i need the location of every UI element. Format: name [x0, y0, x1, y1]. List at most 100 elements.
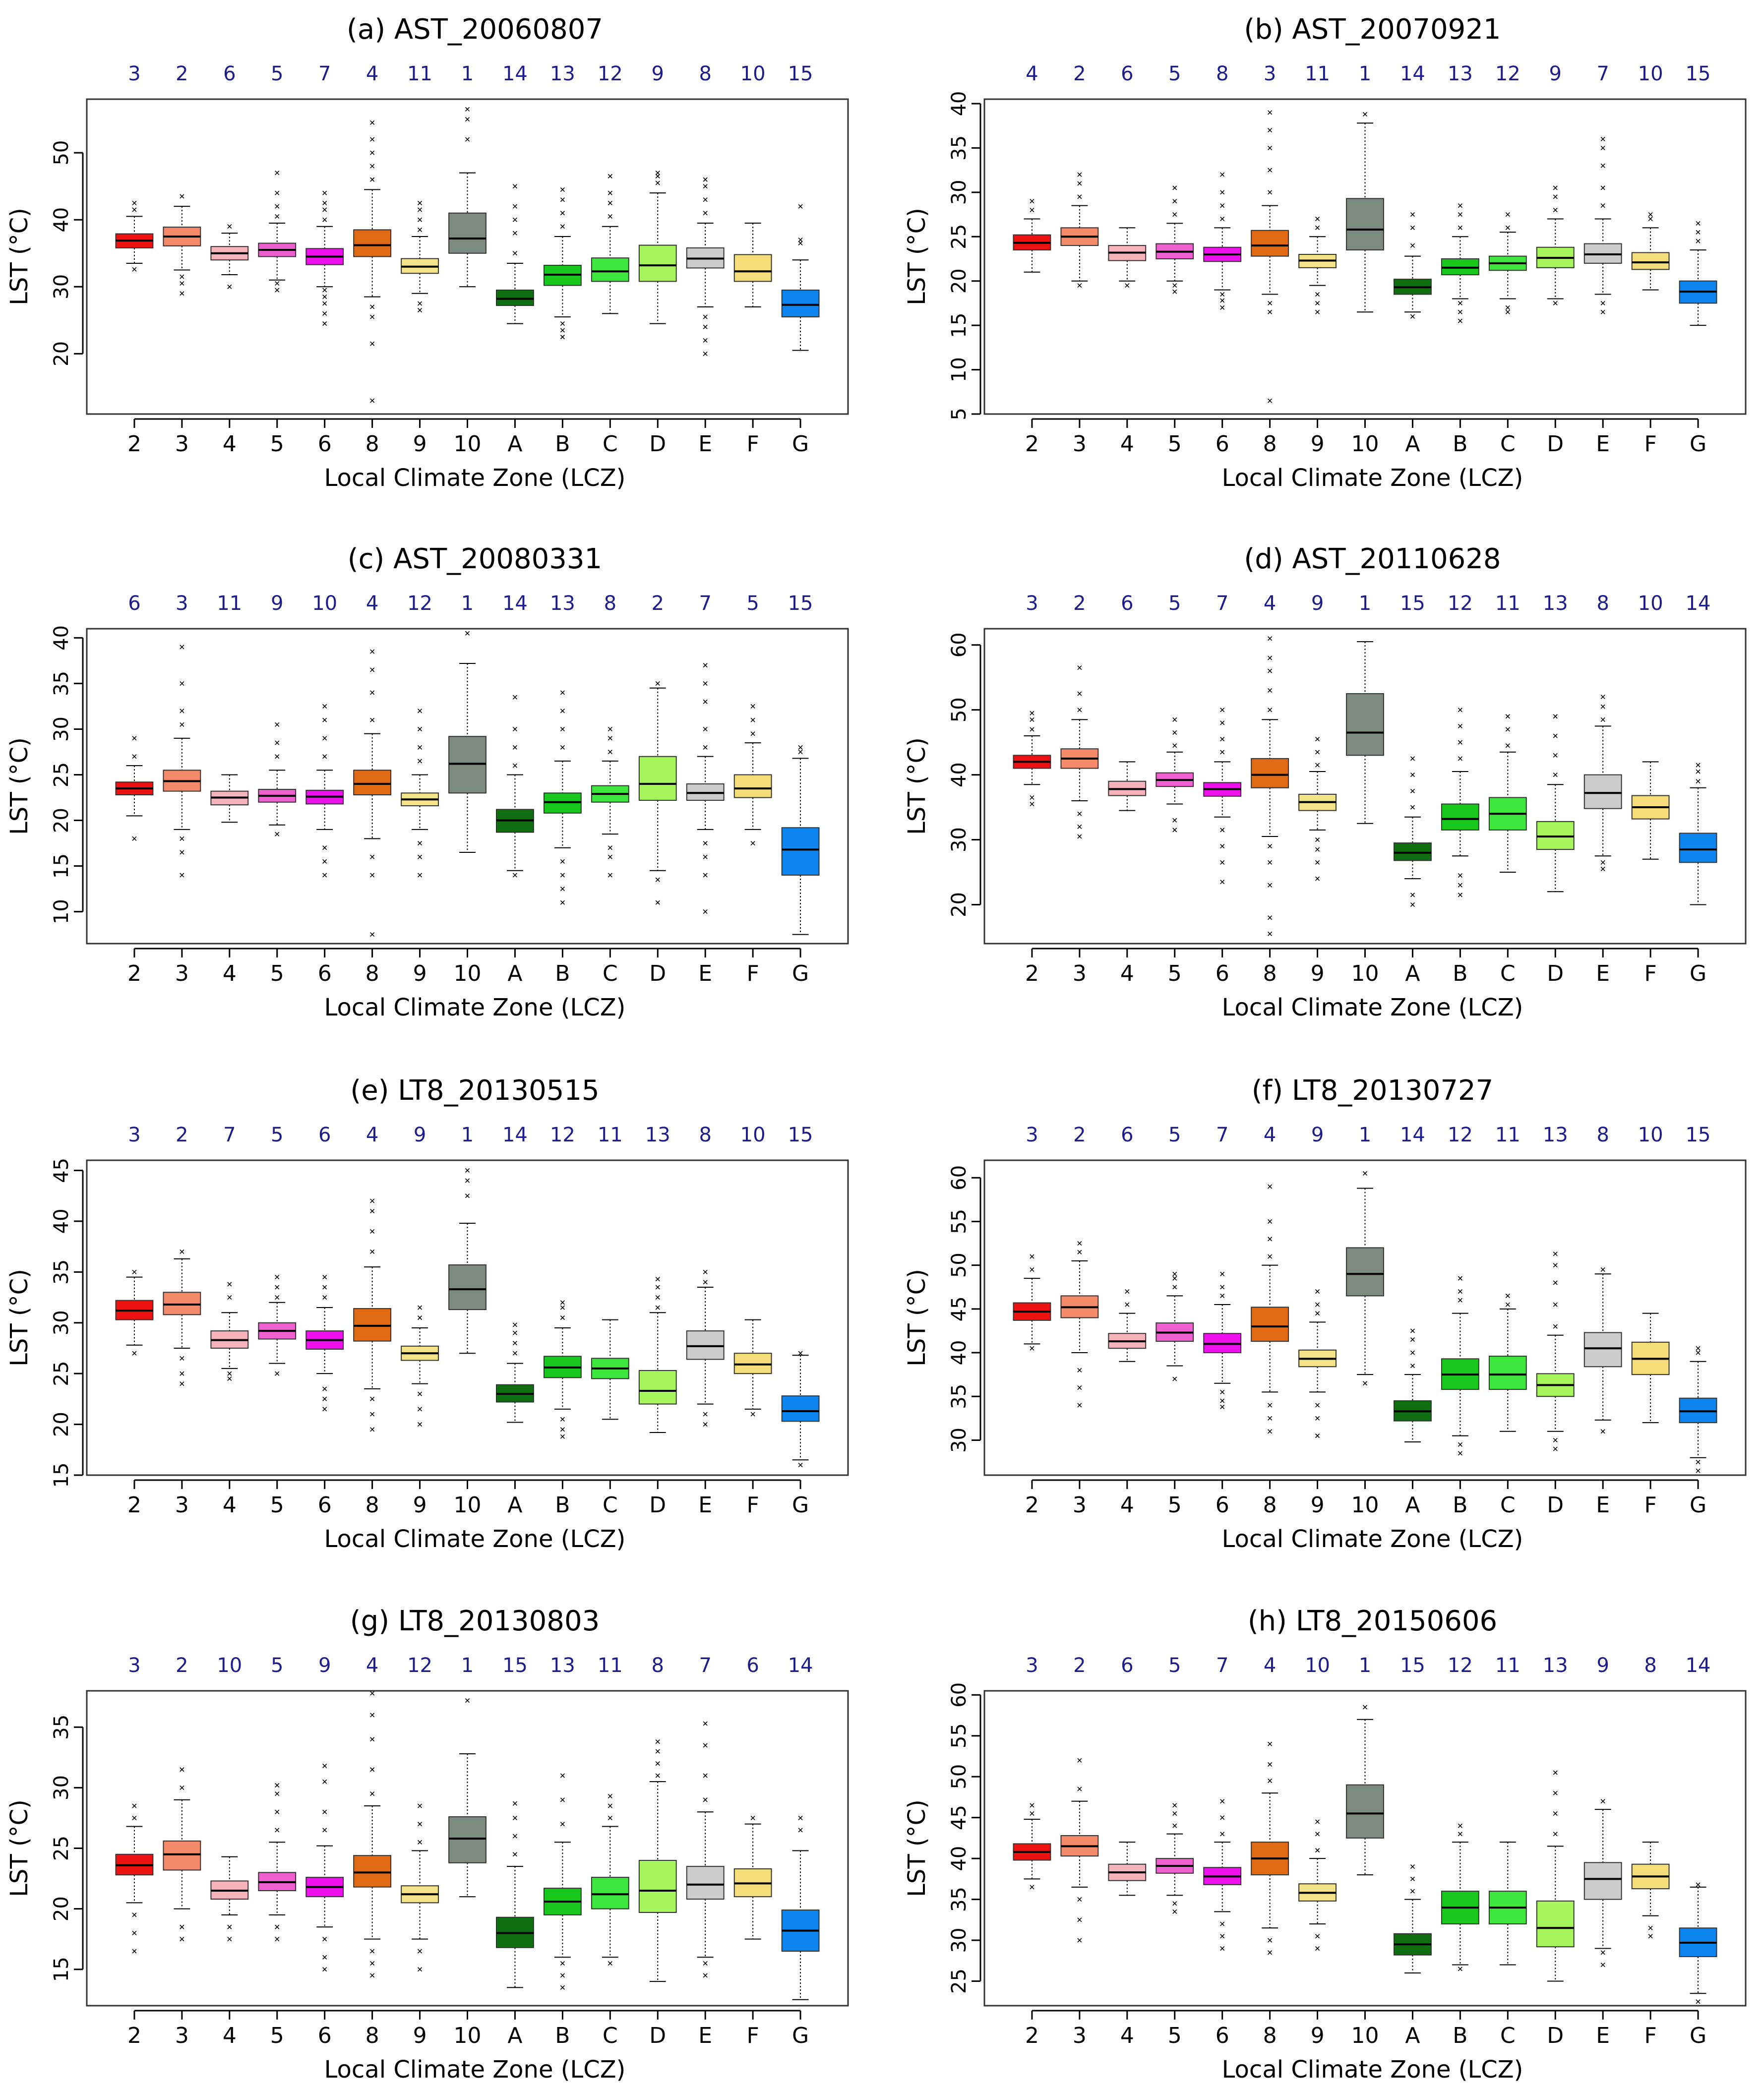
outlier-point [1696, 763, 1701, 768]
outlier-point [322, 1779, 327, 1784]
y-tick-label: 35 [50, 1715, 73, 1740]
x-tick-label: G [792, 2023, 809, 2048]
rank-label: 3 [128, 62, 140, 85]
outlier-point [560, 328, 565, 333]
outlier-point [512, 1341, 518, 1346]
outlier-point [1362, 1381, 1368, 1386]
outlier-point [1696, 1468, 1701, 1473]
outlier-point [1553, 185, 1558, 190]
outlier-point [1458, 740, 1462, 745]
outlier-point [655, 180, 660, 185]
y-tick-label: 15 [50, 1463, 73, 1488]
outlier-point [417, 1840, 423, 1845]
rank-label: 14 [502, 1124, 528, 1146]
x-tick-label: 10 [454, 961, 482, 986]
x-tick-label: G [792, 961, 809, 986]
rank-label: 1 [1359, 592, 1371, 615]
outlier-point [132, 1949, 137, 1954]
outlier-point [512, 217, 518, 222]
y-tick-label: 5 [948, 408, 971, 420]
outlier-point [1315, 860, 1320, 865]
y-tick-label: 30 [50, 1310, 73, 1335]
x-tick-label: 2 [127, 961, 141, 986]
box-D [1536, 1900, 1575, 1948]
outlier-point [798, 240, 803, 246]
outlier-point [132, 207, 137, 212]
outlier-point [560, 197, 565, 202]
y-tick-label: 35 [948, 135, 971, 161]
outlier-point [1268, 1950, 1273, 1955]
outlier-point [370, 398, 375, 403]
outlier-point [370, 1737, 375, 1742]
x-tick-label: 9 [1311, 431, 1325, 457]
box-C [591, 1877, 629, 1909]
outlier-point [1220, 844, 1225, 849]
x-tick-label: G [1690, 2023, 1706, 2048]
outlier-point [798, 1815, 803, 1821]
outlier-point [1172, 717, 1177, 722]
outlier-point [275, 1924, 280, 1929]
outlier-point [560, 1797, 565, 1802]
outlier-point [1362, 1171, 1368, 1176]
chart-title: (e) LT8_20130515 [350, 1074, 599, 1107]
rank-label: 12 [1448, 1124, 1473, 1146]
outlier-point [1268, 1403, 1273, 1408]
outlier-point [1648, 216, 1653, 222]
y-tick-label: 30 [50, 716, 73, 742]
rank-label: 5 [1168, 62, 1181, 85]
outlier-point [1030, 1885, 1034, 1890]
outlier-point [1077, 1368, 1082, 1372]
outlier-point [703, 324, 708, 329]
outlier-point [1410, 1328, 1415, 1333]
rank-label: 15 [788, 62, 813, 85]
y-tick-label: 30 [50, 274, 73, 299]
x-tick-label: 9 [413, 961, 427, 986]
x-tick-label: G [1690, 1492, 1706, 1518]
rank-label: 11 [598, 1124, 623, 1146]
outlier-point [370, 1691, 375, 1696]
y-axis-label: LST (°C) [5, 1269, 33, 1367]
outlier-point [1172, 1271, 1177, 1276]
outlier-point [417, 200, 423, 205]
x-tick-label: F [1644, 961, 1656, 986]
outlier-point [1220, 1293, 1225, 1298]
x-tick-label: E [1596, 961, 1610, 986]
outlier-point [1220, 880, 1225, 885]
outlier-point [1458, 893, 1462, 897]
rank-label: 14 [502, 592, 528, 615]
outlier-point [227, 1376, 232, 1381]
y-tick-label: 15 [948, 313, 971, 338]
y-tick-label: 60 [948, 1682, 971, 1708]
outlier-point [1172, 1823, 1177, 1828]
outlier-point [180, 1785, 184, 1790]
rank-label: 9 [1311, 1124, 1324, 1146]
outlier-point [1458, 203, 1462, 208]
rank-label: 13 [550, 1654, 575, 1677]
rank-label: 5 [271, 62, 283, 85]
chart-title: (f) LT8_20130727 [1252, 1074, 1494, 1107]
x-tick-label: E [1596, 2023, 1610, 2048]
outlier-point [560, 745, 565, 750]
x-tick-label: 3 [1073, 431, 1087, 457]
outlier-point [512, 1834, 518, 1839]
outlier-point [322, 207, 327, 212]
outlier-point [180, 645, 184, 650]
x-tick-label: 3 [1073, 961, 1087, 986]
outlier-point [1553, 1446, 1558, 1451]
x-tick-label: A [507, 2023, 522, 2048]
box-8 [1251, 1307, 1289, 1342]
outlier-point [1077, 181, 1082, 186]
rank-label: 8 [699, 1124, 711, 1146]
rank-label: 2 [176, 1124, 188, 1146]
x-tick-label: 4 [223, 1492, 237, 1518]
outlier-point [560, 335, 565, 340]
outlier-point [1172, 289, 1177, 294]
rank-label: 12 [598, 62, 623, 85]
outlier-point [275, 832, 280, 836]
outlier-point [1268, 1778, 1273, 1783]
outlier-point [1315, 1403, 1320, 1408]
outlier-point [322, 704, 327, 709]
x-tick-label: D [649, 431, 666, 457]
x-tick-label: F [746, 431, 759, 457]
